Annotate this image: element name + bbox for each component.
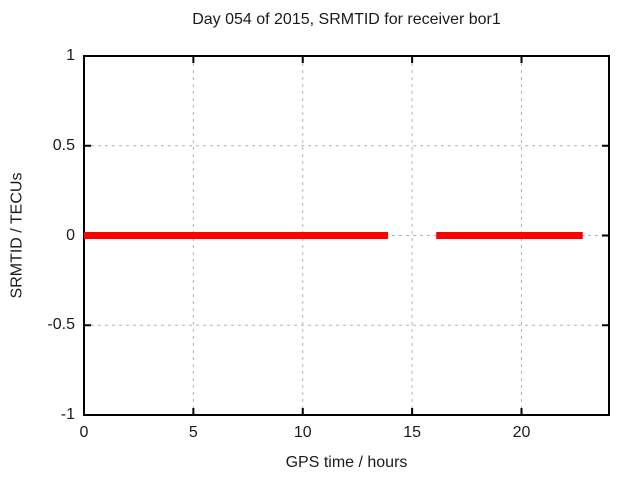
- y-tick-label: -1: [60, 406, 75, 423]
- y-tick-label: 1: [66, 47, 75, 64]
- chart-title: Day 054 of 2015, SRMTID for receiver bor…: [192, 11, 501, 28]
- x-tick-label: 10: [293, 424, 312, 441]
- x-tick-label: 20: [512, 424, 531, 441]
- y-tick-label: 0.5: [52, 136, 75, 154]
- x-tick-label: 0: [79, 424, 89, 441]
- x-axis-label: GPS time / hours: [285, 454, 408, 471]
- y-tick-label: 0: [66, 226, 75, 244]
- x-tick-label: 15: [403, 424, 422, 441]
- x-tick-label: 5: [188, 424, 198, 441]
- y-tick-label: -0.5: [47, 316, 75, 334]
